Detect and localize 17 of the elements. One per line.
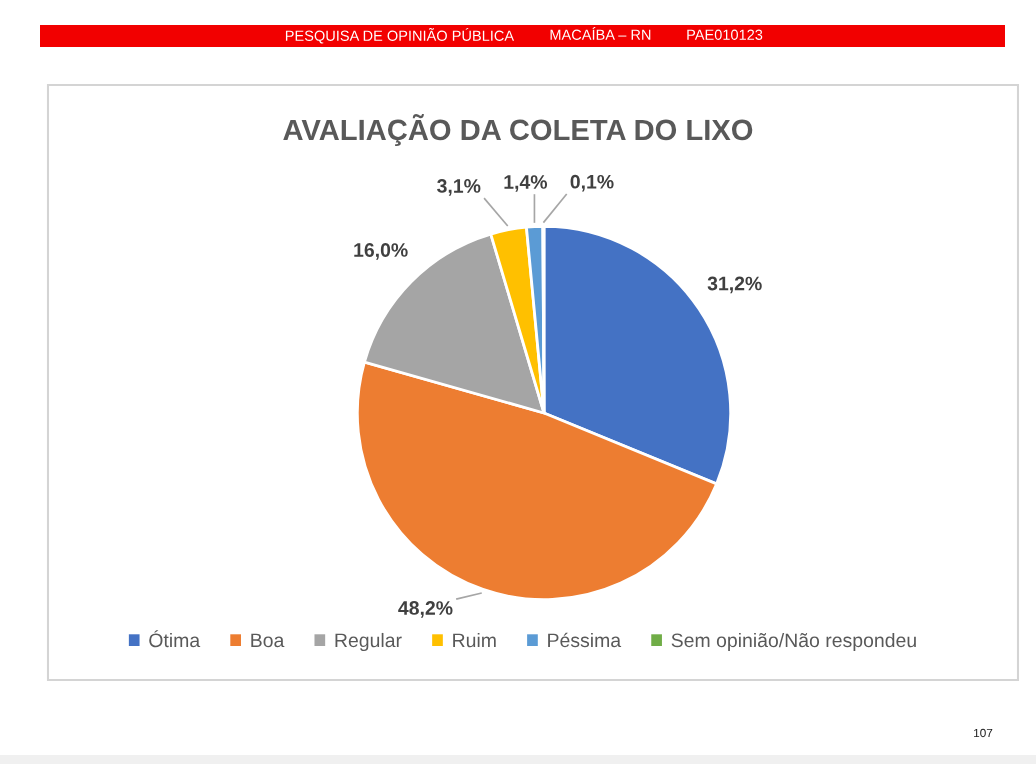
text: PESQUISA DE OPINIÃO PÚBLICA bbox=[285, 27, 515, 44]
data-label: 3,1% bbox=[437, 179, 481, 196]
data-label: 0,1% bbox=[570, 174, 614, 192]
legend-label: Sem opinião/Não respondeu bbox=[671, 632, 916, 652]
legend-label: Regular bbox=[335, 632, 402, 652]
text: PAE010123 bbox=[687, 29, 763, 40]
data-label: 1,4% bbox=[504, 175, 548, 192]
data-label: 16,0% bbox=[354, 243, 408, 260]
legend-label: Ótima bbox=[149, 630, 201, 648]
text: 107 bbox=[974, 728, 993, 738]
text: MACAÍBA – RN bbox=[550, 27, 651, 40]
chart-title: AVALIAÇÃO DA COLETA DO LIXO bbox=[283, 113, 753, 147]
legend-label: Péssima bbox=[548, 632, 622, 648]
data-label: 31,2% bbox=[707, 276, 762, 294]
data-label: 48,2% bbox=[398, 601, 453, 618]
legend-label: Boa bbox=[251, 633, 285, 648]
legend-label: Ruim bbox=[453, 632, 496, 648]
